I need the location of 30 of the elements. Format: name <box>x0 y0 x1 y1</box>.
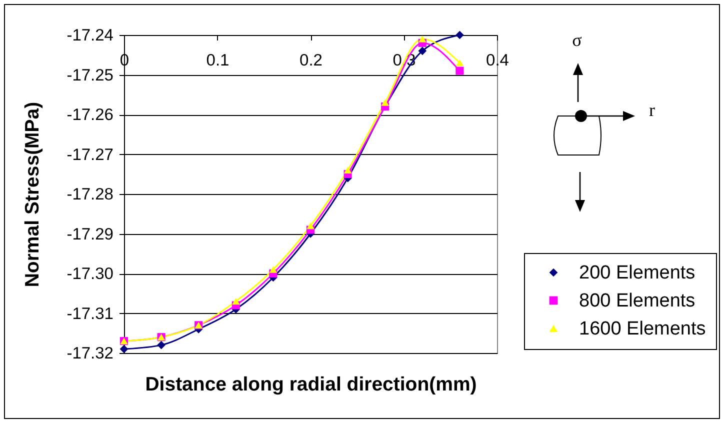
x-tick-label: 0.1 <box>206 52 230 70</box>
point <box>232 298 240 305</box>
point <box>344 166 352 174</box>
text: σ <box>572 30 582 50</box>
y-tick-label: -17.30 <box>66 265 114 283</box>
x-tick-label: 0.4 <box>486 52 509 70</box>
point <box>381 99 389 106</box>
point <box>456 30 464 40</box>
point <box>418 36 426 42</box>
point <box>456 66 464 75</box>
point <box>418 46 427 56</box>
legend-label: 1600 Elements <box>579 318 706 340</box>
y-tick-label: -17.27 <box>66 146 114 164</box>
legend-label: 800 Elements <box>579 290 696 312</box>
y-tick-label: -17.25 <box>66 66 114 84</box>
y-tick-label: -17.31 <box>66 304 114 323</box>
x-tick-label: 0.2 <box>300 52 322 70</box>
y-tick-label: -17.24 <box>66 26 114 44</box>
y-axis-title: Normal Stress(MPa) <box>22 102 44 288</box>
point <box>157 340 166 350</box>
legend-label: 200 Elements <box>579 262 696 284</box>
point <box>456 59 464 66</box>
y-tick-label: -17.28 <box>66 186 114 204</box>
text: r <box>649 100 655 120</box>
x-axis-title: Distance along radial direction(mm) <box>145 374 477 396</box>
y-tick-label: -17.26 <box>66 106 114 124</box>
y-tick-label: -17.29 <box>66 225 114 244</box>
point <box>306 222 314 230</box>
point <box>269 266 278 273</box>
y-tick-label: -17.32 <box>66 344 114 362</box>
